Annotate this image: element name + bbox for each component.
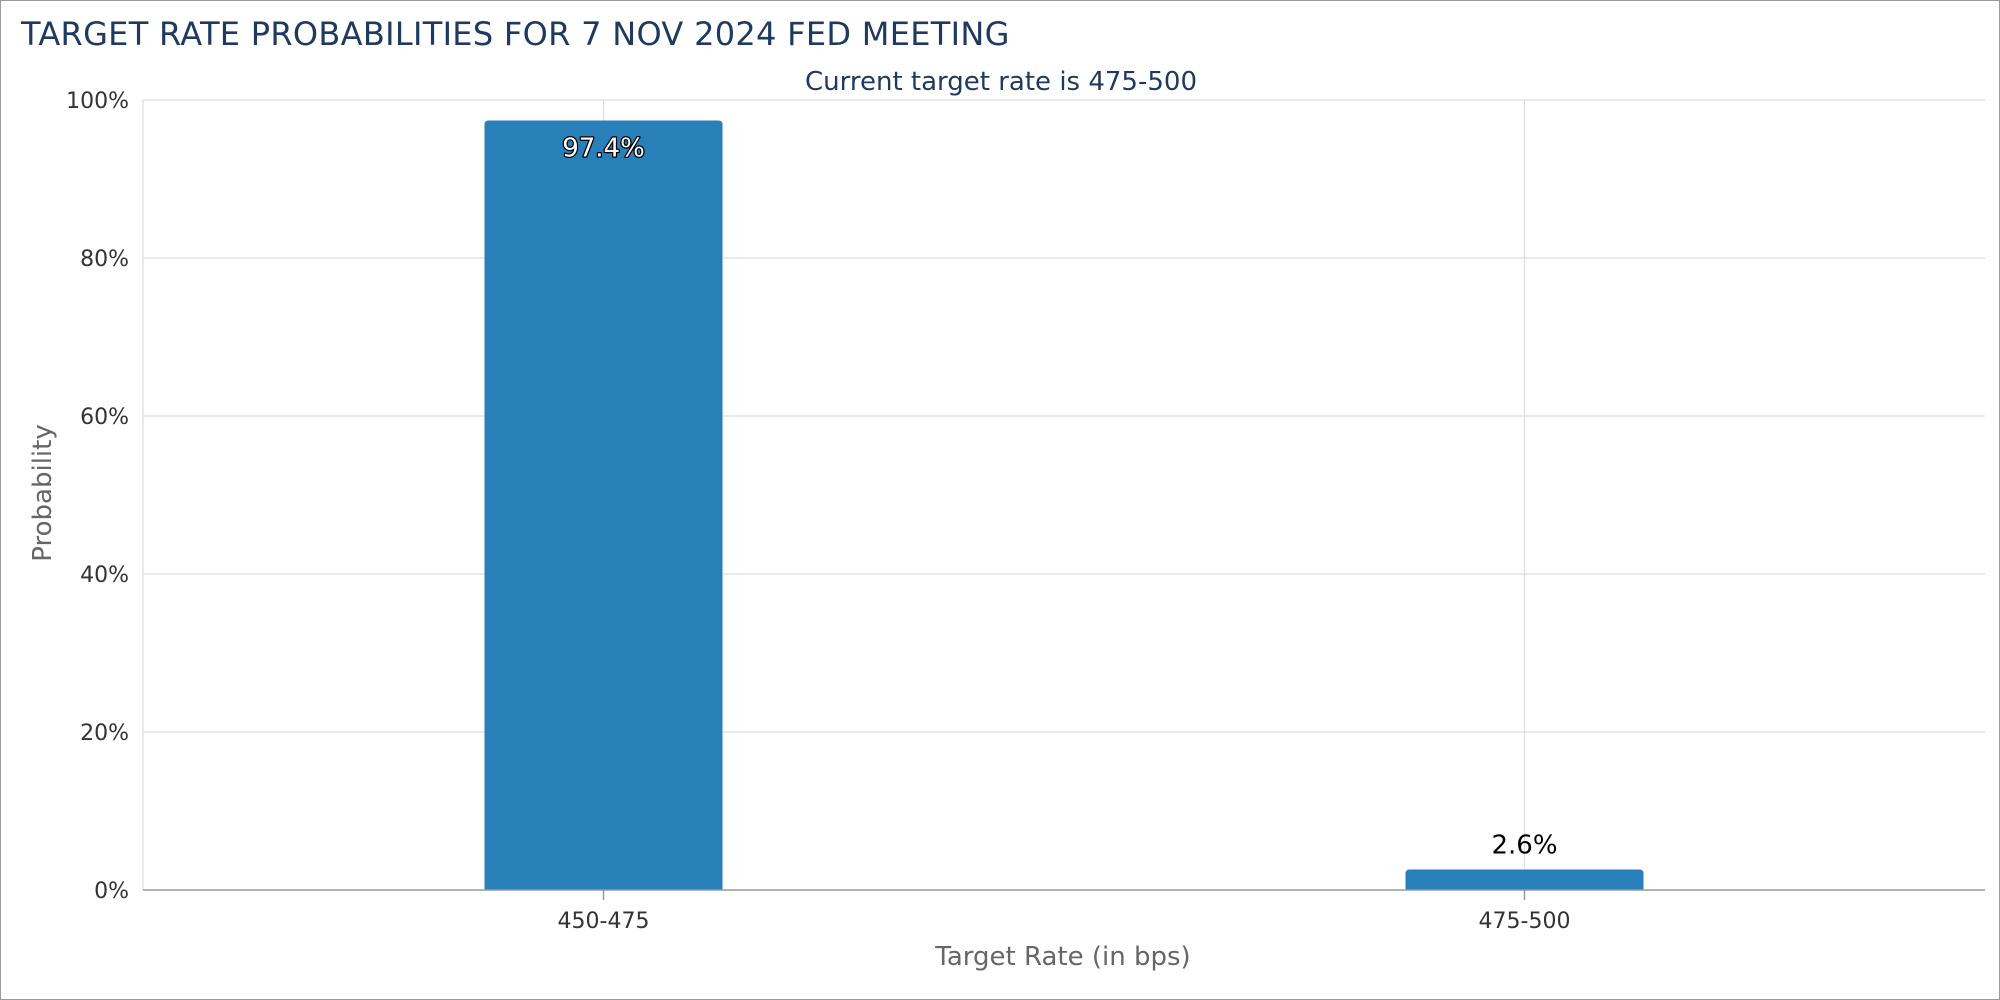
x-axis-title: Target Rate (in bps) [934,942,1190,972]
y-axis-title: Probability [28,424,58,561]
y-tick-label: 0% [94,879,129,904]
y-tick-label: 20% [80,721,129,746]
data-label: 2.6% [1491,830,1557,860]
chart-subtitle: Current target rate is 475-500 [805,67,1197,97]
gridlines [142,99,1985,890]
page-title: TARGET RATE PROBABILITIES FOR 7 NOV 2024… [21,15,1010,53]
y-axis-tick-labels: 0% 20% 40% 60% 80% 100% [66,89,129,904]
x-tick-label: 475-500 [1479,909,1571,934]
y-tick-label: 80% [80,247,129,272]
data-label: 97.4% [562,134,645,164]
x-tick-label: 450-475 [558,909,650,934]
y-tick-label: 100% [66,89,129,114]
bar [1405,869,1644,890]
bars [484,120,1644,891]
y-tick-label: 40% [80,563,129,588]
y-tick-label: 60% [80,405,129,430]
data-labels: 97.4% 2.6% [561,132,1558,860]
x-axis-tick-labels: 450-475 475-500 [558,890,1571,934]
bar [484,120,723,891]
